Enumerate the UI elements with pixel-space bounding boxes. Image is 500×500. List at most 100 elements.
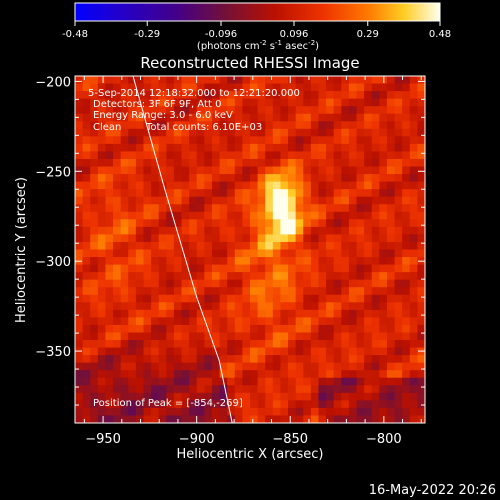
heatmap-cell	[348, 151, 358, 160]
heatmap-cell	[341, 287, 350, 296]
heatmap-cell	[417, 249, 425, 258]
heatmap-cell	[97, 136, 107, 145]
heatmap-cell	[250, 196, 259, 205]
heatmap-cell	[242, 106, 251, 115]
heatmap-cell	[204, 106, 213, 115]
heatmap-cell	[75, 249, 84, 258]
heatmap-cell	[295, 76, 304, 85]
heatmap-cell	[265, 113, 274, 122]
heatmap-cell	[242, 219, 251, 228]
heatmap-cell	[265, 385, 274, 394]
heatmap-cell	[75, 128, 84, 137]
heatmap-cell	[82, 121, 91, 130]
heatmap-cell	[386, 370, 396, 379]
heatmap-cell	[341, 370, 350, 379]
heatmap-cell	[356, 355, 365, 364]
heatmap-cell	[151, 400, 160, 409]
heatmap-cell	[280, 279, 289, 288]
heatmap-cell	[128, 196, 137, 205]
heatmap-cell	[181, 377, 190, 386]
heatmap-cell	[143, 272, 152, 281]
heatmap-cell	[181, 76, 190, 85]
heatmap-cell	[310, 83, 320, 92]
heatmap-cell	[242, 355, 251, 364]
heatmap-cell	[189, 181, 198, 190]
heatmap-cell	[250, 226, 259, 236]
heatmap-cell	[379, 128, 388, 137]
heatmap-cell	[288, 392, 297, 401]
heatmap-cell	[409, 83, 418, 92]
heatmap-cell	[105, 113, 114, 122]
heatmap-cell	[386, 332, 396, 341]
heatmap-cell	[143, 377, 152, 386]
heatmap-cell	[97, 91, 107, 100]
heatmap-cell	[82, 385, 91, 394]
heatmap-cell	[181, 407, 190, 417]
heatmap-cell	[120, 219, 129, 228]
heatmap-cell	[97, 279, 107, 288]
heatmap-cell	[196, 136, 205, 145]
heatmap-cell	[166, 324, 175, 334]
heatmap-cell	[204, 392, 213, 401]
heatmap-cell	[280, 415, 289, 423]
heatmap-cell	[189, 317, 198, 326]
colorbar-tick-label: 0.48	[429, 29, 451, 40]
heatmap-cell	[135, 196, 145, 205]
heatmap-cell	[265, 76, 274, 85]
heatmap-cell	[356, 272, 365, 281]
heatmap-cell	[227, 83, 236, 92]
heatmap-cell	[120, 106, 129, 115]
heatmap-cell	[265, 415, 274, 423]
heatmap-cell	[181, 91, 190, 100]
heatmap-cell	[234, 324, 243, 334]
heatmap-cell	[265, 249, 274, 258]
heatmap-cell	[288, 340, 297, 349]
heatmap-cell	[356, 347, 365, 356]
heatmap-cell	[371, 136, 380, 145]
heatmap-cell	[364, 174, 373, 183]
y-axis-tick-labels: −200−250−300−350	[35, 75, 71, 360]
heatmap-cell	[303, 279, 312, 288]
heatmap-cell	[242, 91, 251, 100]
heatmap-cell	[341, 211, 350, 220]
heatmap-cell	[82, 332, 91, 341]
heatmap-cell	[326, 226, 335, 236]
heatmap-cell	[158, 385, 167, 394]
heatmap-cell	[303, 324, 312, 334]
heatmap-cell	[204, 174, 213, 183]
heatmap-cell	[318, 181, 327, 190]
heatmap-cell	[90, 98, 99, 107]
heatmap-cell	[303, 362, 312, 371]
heatmap-cell	[97, 249, 107, 258]
heatmap-cell	[158, 294, 167, 303]
heatmap-cell	[356, 211, 365, 220]
heatmap-cell	[379, 158, 388, 168]
heatmap-cell	[356, 113, 365, 122]
heatmap-cell	[120, 407, 129, 417]
heatmap-cell	[379, 385, 388, 394]
heatmap-cell	[128, 211, 137, 220]
heatmap-cell	[158, 317, 167, 326]
heatmap-cell	[211, 355, 221, 364]
heatmap-cell	[82, 226, 91, 236]
heatmap-cell	[386, 407, 396, 417]
heatmap-cell	[402, 415, 411, 423]
heatmap-cell	[364, 136, 373, 145]
heatmap-cell	[211, 204, 221, 213]
heatmap-cell	[288, 83, 297, 92]
heatmap-cell	[211, 211, 221, 220]
heatmap-cell	[356, 317, 365, 326]
heatmap-cell	[75, 407, 84, 417]
heatmap-cell	[90, 309, 99, 318]
heatmap-cell	[364, 347, 373, 356]
heatmap-cell	[135, 309, 145, 318]
heatmap-cell	[105, 91, 114, 100]
heatmap-cell	[143, 249, 152, 258]
heatmap-cell	[402, 143, 411, 153]
heatmap-cell	[105, 340, 114, 349]
heatmap-cell	[348, 377, 358, 386]
heatmap-cell	[333, 189, 342, 198]
heatmap-cell	[242, 340, 251, 349]
heatmap-cell	[173, 181, 183, 190]
heatmap-cell	[173, 302, 183, 311]
